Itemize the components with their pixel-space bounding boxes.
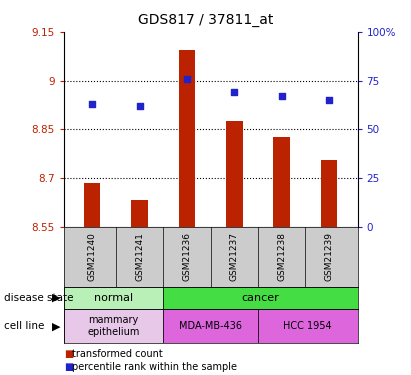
Text: GDS817 / 37811_at: GDS817 / 37811_at [138,13,273,27]
Point [184,76,190,82]
Bar [179,50,195,227]
Bar [163,309,258,343]
Point [278,93,285,99]
Text: GSM21237: GSM21237 [230,232,239,281]
Point [326,97,332,103]
Text: GSM21240: GSM21240 [88,232,97,281]
Text: ▶: ▶ [52,321,61,331]
Bar [64,309,163,343]
Text: MDA-MB-436: MDA-MB-436 [179,321,242,331]
Text: cell line: cell line [4,321,44,331]
Bar [163,287,358,309]
Bar [226,121,242,227]
Text: GSM21241: GSM21241 [135,232,144,281]
Text: mammary
epithelium: mammary epithelium [87,315,140,337]
Text: GSM21239: GSM21239 [325,232,334,281]
Text: GSM21238: GSM21238 [277,232,286,281]
Point [231,89,238,95]
Text: ■: ■ [64,362,73,372]
Text: transformed count: transformed count [72,350,163,359]
Bar [84,183,100,227]
Text: GSM21236: GSM21236 [182,232,192,281]
Text: cancer: cancer [242,293,279,303]
Text: ■: ■ [64,350,73,359]
Text: normal: normal [94,293,133,303]
Point [89,101,95,107]
Bar [131,200,148,227]
Text: percentile rank within the sample: percentile rank within the sample [72,362,237,372]
Bar [321,160,337,227]
Bar [258,309,358,343]
Text: HCC 1954: HCC 1954 [284,321,332,331]
Text: ▶: ▶ [52,293,61,303]
Text: disease state: disease state [4,293,74,303]
Bar [273,136,290,227]
Point [136,103,143,109]
Bar [64,287,163,309]
